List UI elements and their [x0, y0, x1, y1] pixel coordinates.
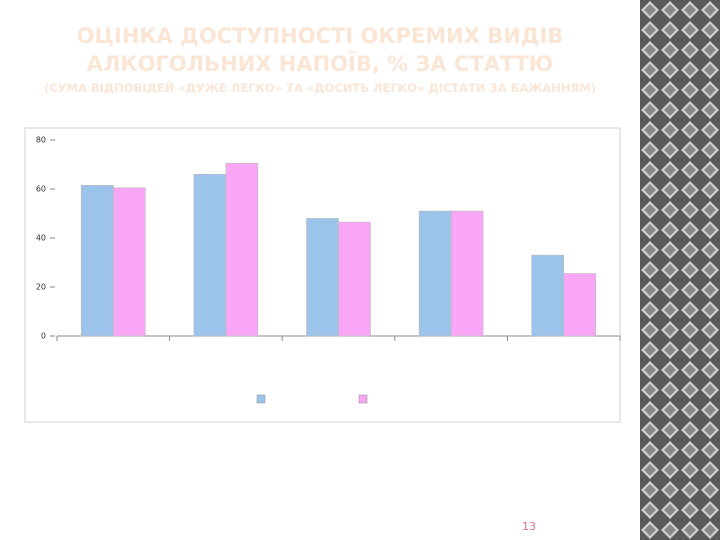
bar — [531, 254, 565, 337]
bar — [113, 187, 146, 337]
y-tick-label: 80 — [36, 136, 46, 145]
y-tick-label: 60 — [36, 185, 46, 194]
y-tick-label: 40 — [36, 234, 46, 243]
legend-swatch — [358, 394, 368, 404]
bar — [563, 273, 597, 337]
bar — [193, 174, 227, 337]
bar — [450, 210, 484, 337]
bar — [81, 185, 114, 337]
page-number: 13 — [522, 520, 536, 533]
y-tick-label: 0 — [41, 332, 46, 341]
legend-swatch — [256, 394, 266, 404]
bar — [225, 162, 259, 337]
side-pattern — [640, 0, 720, 540]
bar — [418, 210, 452, 337]
chart-subtitle: (СУМА ВІДПОВІДЕЙ «ДУЖЕ ЛЕГКО» ТА «ДОСИТЬ… — [43, 81, 597, 95]
bar — [306, 218, 339, 337]
y-tick-label: 20 — [36, 283, 46, 292]
chart-title: ОЦІНКА ДОСТУПНОСТІ ОКРЕМИХ ВИДІВ АЛКОГОЛ… — [76, 24, 564, 76]
bar — [338, 221, 371, 337]
